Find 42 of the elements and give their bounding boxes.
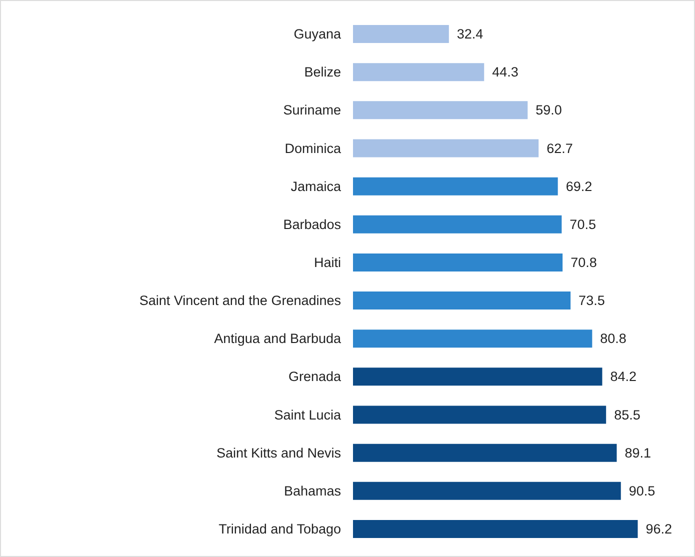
y-tick-label: Bahamas [284,483,342,498]
data-label: 70.8 [570,254,597,270]
y-tick-label: Jamaica [290,178,342,194]
y-tick-label: Grenada [288,369,342,384]
data-label: 85.5 [614,407,640,422]
bar [353,177,558,196]
data-label: 69.2 [566,178,592,194]
y-tick-label: Trinidad and Tobago [218,521,341,536]
bar [353,444,617,462]
bar [353,330,592,348]
bar [353,25,449,44]
bar [353,63,484,82]
bar [353,253,563,272]
bar [353,406,606,424]
bar [353,520,638,538]
bar [353,215,562,234]
data-label: 80.8 [600,331,626,346]
data-label: 90.5 [628,483,656,498]
bar [353,139,539,158]
data-label: 89.1 [624,445,652,460]
data-label: 84.2 [610,369,637,384]
y-tick-label: Haiti [314,254,341,270]
y-tick-label: Guyana [294,26,342,42]
y-tick-label: Suriname [283,102,341,118]
data-label: 62.7 [546,140,573,156]
y-tick-label: Saint Kitts and Nevis [216,445,342,460]
data-label: 96.2 [646,521,672,536]
bar [353,482,621,500]
data-label: 70.5 [570,216,596,232]
y-tick-label: Belize [304,64,341,80]
y-tick-label: Dominica [284,140,342,156]
data-label: 32.4 [456,26,484,42]
bar [353,368,602,386]
data-label: 59.0 [536,102,562,118]
bar [353,101,528,120]
bar [353,292,571,310]
y-tick-label: Barbados [283,216,342,232]
y-tick-label: Saint Vincent and the Grenadines [139,293,342,308]
y-tick-label: Antigua and Barbuda [214,331,342,346]
data-label: 73.5 [578,293,605,308]
y-tick-label: Saint Lucia [274,407,342,422]
data-label: 44.3 [492,64,518,80]
